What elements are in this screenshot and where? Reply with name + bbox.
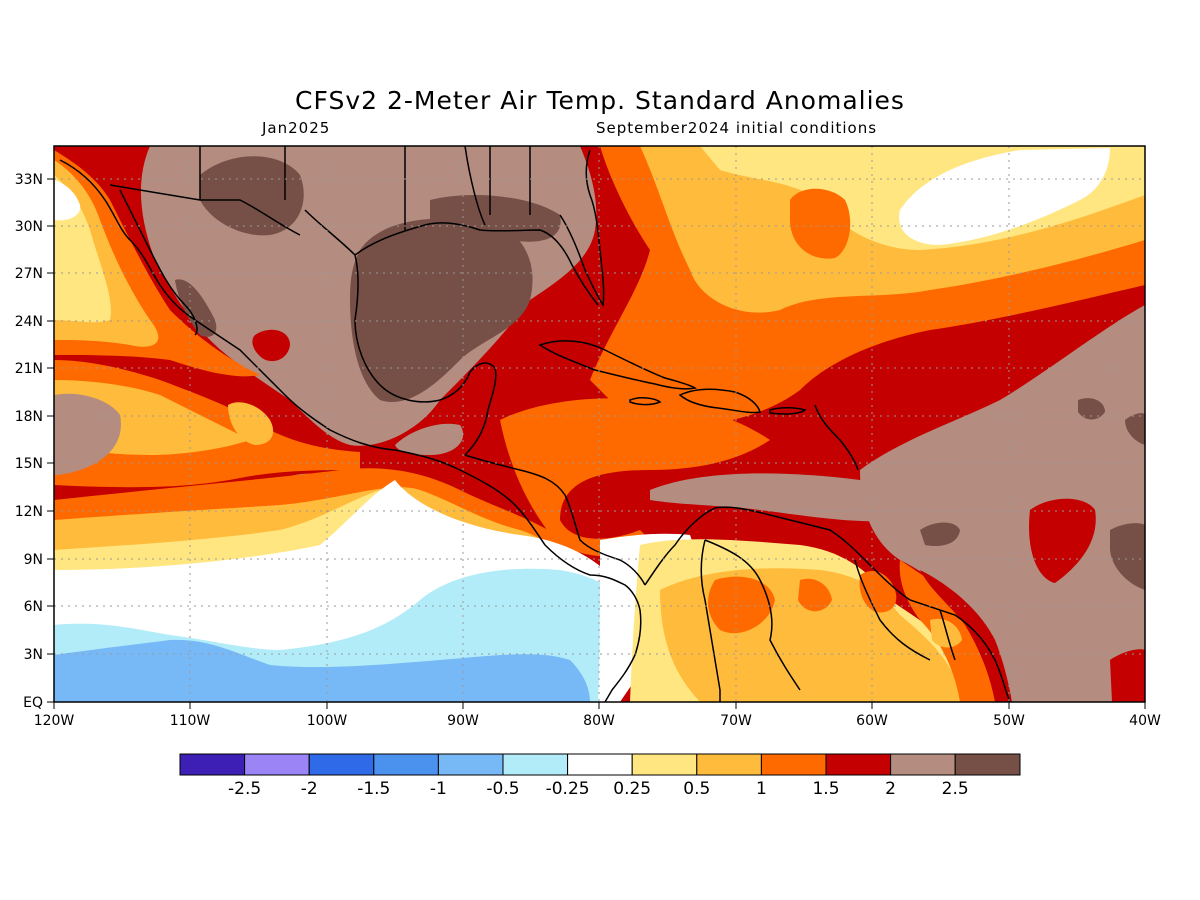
coast-gulf [304,209,497,456]
colorbar-swatch [308,753,375,776]
lon-label: 70W [720,713,752,729]
lat-label: 3N [24,647,43,663]
lon-label: 50W [993,713,1025,729]
colorbar [179,753,1021,776]
field-gulf-redblob [470,363,497,387]
axis-ticks [47,178,1146,709]
coast-south-america [644,506,1011,702]
colorbar-swatch [696,753,762,776]
coast-baja [119,189,198,336]
border-colombia [700,539,721,702]
coast-hispaniola [678,388,761,414]
gridlines [54,146,1145,702]
field-atlantic-darkbrown4 [1125,413,1145,445]
lon-labels: 120W 110W 100W 90W 80W 70W 60W 50W 40W [34,713,1161,729]
field-atlantic-darkbrown1 [1110,523,1145,590]
field-pacific-brown [54,393,121,475]
colorbar-label: -0.25 [546,779,590,799]
coast-puerto-rico [769,407,807,415]
lon-label: 110W [170,713,211,729]
field-centralam-brown [395,423,464,455]
coast-us-gulf [354,222,599,306]
colorbar-swatch [760,753,827,776]
colorbar-swatch [502,753,569,776]
field-pacific-blue [54,639,590,702]
field-atlantic-brown [860,305,1145,702]
coast-mexico-pacific [59,159,642,702]
colorbar-label: 1.5 [812,779,839,799]
lat-label: 30N [15,219,43,235]
lat-labels: 33N 30N 27N 24N 21N 18N 15N 12N 9N 6N 3N… [15,172,43,711]
field-us-darkbrown [200,156,304,236]
field-coast-white [54,180,81,221]
colorbar-swatch [373,753,439,776]
colorbar-swatch [631,753,698,776]
colorbar-swatch [244,753,310,776]
lon-label: 100W [307,713,348,729]
colorbar-swatch [890,753,956,776]
valid-month-label: Jan2025 [262,119,331,137]
field-atlantic-darkbrown3 [1078,398,1105,420]
colorbar-label: -2.5 [228,779,261,799]
init-conditions-label: September2024 initial conditions [596,119,878,137]
field-atlantic-white [899,148,1110,245]
colorbar-swatch [954,753,1021,776]
lat-label: 27N [15,266,43,282]
lat-label: 6N [24,599,43,615]
border-guyana [854,559,956,661]
colorbar-label: 2.5 [942,779,969,799]
field-caribbean-orange [500,398,770,557]
field-sa-orange1 [708,576,775,634]
coast-central-america [464,454,646,586]
coast-florida [559,149,605,307]
lat-label: 15N [15,456,43,472]
lon-label: 60W [856,713,888,729]
colorbar-swatch [825,753,892,776]
lon-label: 40W [1129,713,1161,729]
lat-label: 33N [15,172,43,188]
anomaly-field [54,146,1145,702]
field-atlantic-red-blob1 [1029,498,1096,583]
field-atlantic-darkbrown2 [920,522,960,547]
colorbar-label: 0.25 [613,779,651,799]
lat-label: 18N [15,409,43,425]
lon-label: 90W [447,713,479,729]
colorbar-swatch [437,753,504,776]
lat-label: 12N [15,504,43,520]
colorbar-swatch [567,753,633,776]
field-sa-orange2 [798,578,832,612]
lat-label: 24N [15,314,43,330]
field-atlantic-brown-low [650,473,900,522]
colorbar-label: 0.5 [683,779,710,799]
border-us-mexico [109,184,301,236]
border-us-states [199,146,531,230]
field-atlantic-red-blob2 [1110,649,1145,702]
lat-label: 9N [24,552,43,568]
colorbar-swatch [179,753,246,776]
map-title: CFSv2 2-Meter Air Temp. Standard Anomali… [295,86,905,115]
coastlines [59,146,1011,702]
lon-label: 80W [583,713,615,729]
colorbar-labels: -2.5 -2 -1.5 -1 -0.5 -0.25 0.25 0.5 1 1.… [228,779,969,799]
colorbar-label: -0.5 [486,779,519,799]
lon-label: 120W [34,713,75,729]
colorbar-label: 2 [885,779,896,799]
field-pacific-lightorange2 [228,402,274,445]
coast-cuba [538,340,698,390]
colorbar-label: -1 [430,779,447,799]
coast-jamaica [629,397,662,406]
field-baja-darkbrown [175,279,217,337]
lat-label: EQ [23,695,43,711]
lat-label: 21N [15,361,43,377]
colorbar-label: -1.5 [357,779,390,799]
field-atlantic-orangeblob [790,188,851,259]
field-mexico-redblob [252,329,290,362]
colorbar-label: -2 [301,779,318,799]
colorbar-label: 1 [756,779,767,799]
field-gulf-darkbrown [350,218,533,402]
field-sa-coast-red [920,570,1012,702]
coast-lesser-antilles [814,404,859,471]
